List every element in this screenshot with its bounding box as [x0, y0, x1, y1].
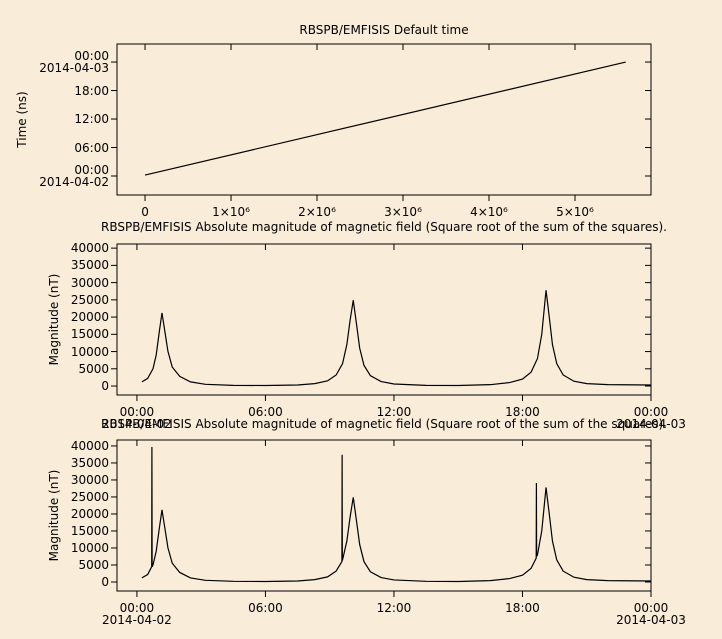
y-tick-label: 15000 [70, 327, 109, 342]
y-tick-label: 40000 [70, 438, 109, 453]
x-tick-label: 00:00 2014-04-03 [616, 405, 686, 431]
data-line [141, 290, 652, 387]
y-tick-label: 5000 [78, 361, 109, 376]
chart-title: RBSPB/EMFISIS Absolute magnitude of magn… [101, 417, 667, 431]
y-axis-label: Magnitude (nT) [47, 274, 61, 366]
y-tick-label: 40000 [70, 241, 109, 256]
y-tick-label: 5000 [78, 557, 109, 572]
y-tick-label: 15000 [70, 523, 109, 538]
x-tick-label: 00:00 2014-04-02 [102, 601, 172, 627]
plot-frame [116, 439, 652, 592]
y-tick-label: 25000 [70, 489, 109, 504]
x-tick-label: 00:00 2014-04-02 [102, 405, 172, 431]
y-tick-label: 12:00 [74, 112, 109, 127]
chart-title: RBSPB/EMFISIS Default time [299, 23, 468, 37]
x-tick-label: 18:00 [505, 601, 540, 615]
y-tick-label: 00:00 2014-04-02 [39, 163, 109, 189]
y-tick-label: 35000 [70, 455, 109, 470]
y-tick-label: 00:00 2014-04-03 [39, 49, 109, 76]
x-tick-label: 3×10⁶ [384, 205, 422, 219]
x-tick-label: 1×10⁶ [212, 205, 250, 219]
y-tick-label: 20000 [70, 506, 109, 521]
x-tick-label: 00:00 2014-04-03 [616, 601, 686, 627]
y-axis-label: Magnitude (nT) [47, 470, 61, 562]
x-tick-label: 12:00 [376, 405, 412, 419]
x-tick-label: 06:00 [248, 601, 283, 615]
y-tick-label: 10000 [70, 540, 109, 555]
data-line [144, 61, 626, 176]
y-tick-label: 25000 [70, 292, 109, 307]
plot-frame [116, 243, 652, 396]
x-tick-label: 18:00 [505, 405, 540, 419]
chart-title: RBSPB/EMFISIS Absolute magnitude of magn… [101, 220, 667, 234]
y-tick-label: 30000 [70, 275, 109, 290]
x-tick-label: 5×10⁶ [556, 205, 594, 219]
y-tick-label: 0 [101, 379, 109, 394]
x-tick-label: 06:00 [248, 405, 283, 419]
x-tick-label: 2×10⁶ [298, 205, 336, 219]
y-tick-label: 35000 [70, 258, 109, 273]
y-tick-label: 18:00 [74, 83, 109, 98]
y-tick-label: 30000 [70, 472, 109, 487]
x-tick-label: 4×10⁶ [470, 205, 508, 219]
y-tick-label: 20000 [70, 310, 109, 325]
plot-frame [116, 43, 652, 196]
y-tick-label: 06:00 [74, 140, 109, 155]
x-tick-label: 12:00 [376, 601, 412, 615]
y-axis-label: Time (ns) [15, 91, 29, 148]
y-tick-label: 0 [101, 574, 109, 589]
y-tick-label: 10000 [70, 344, 109, 359]
x-tick-label: 0 [141, 205, 149, 219]
data-line [141, 446, 652, 583]
